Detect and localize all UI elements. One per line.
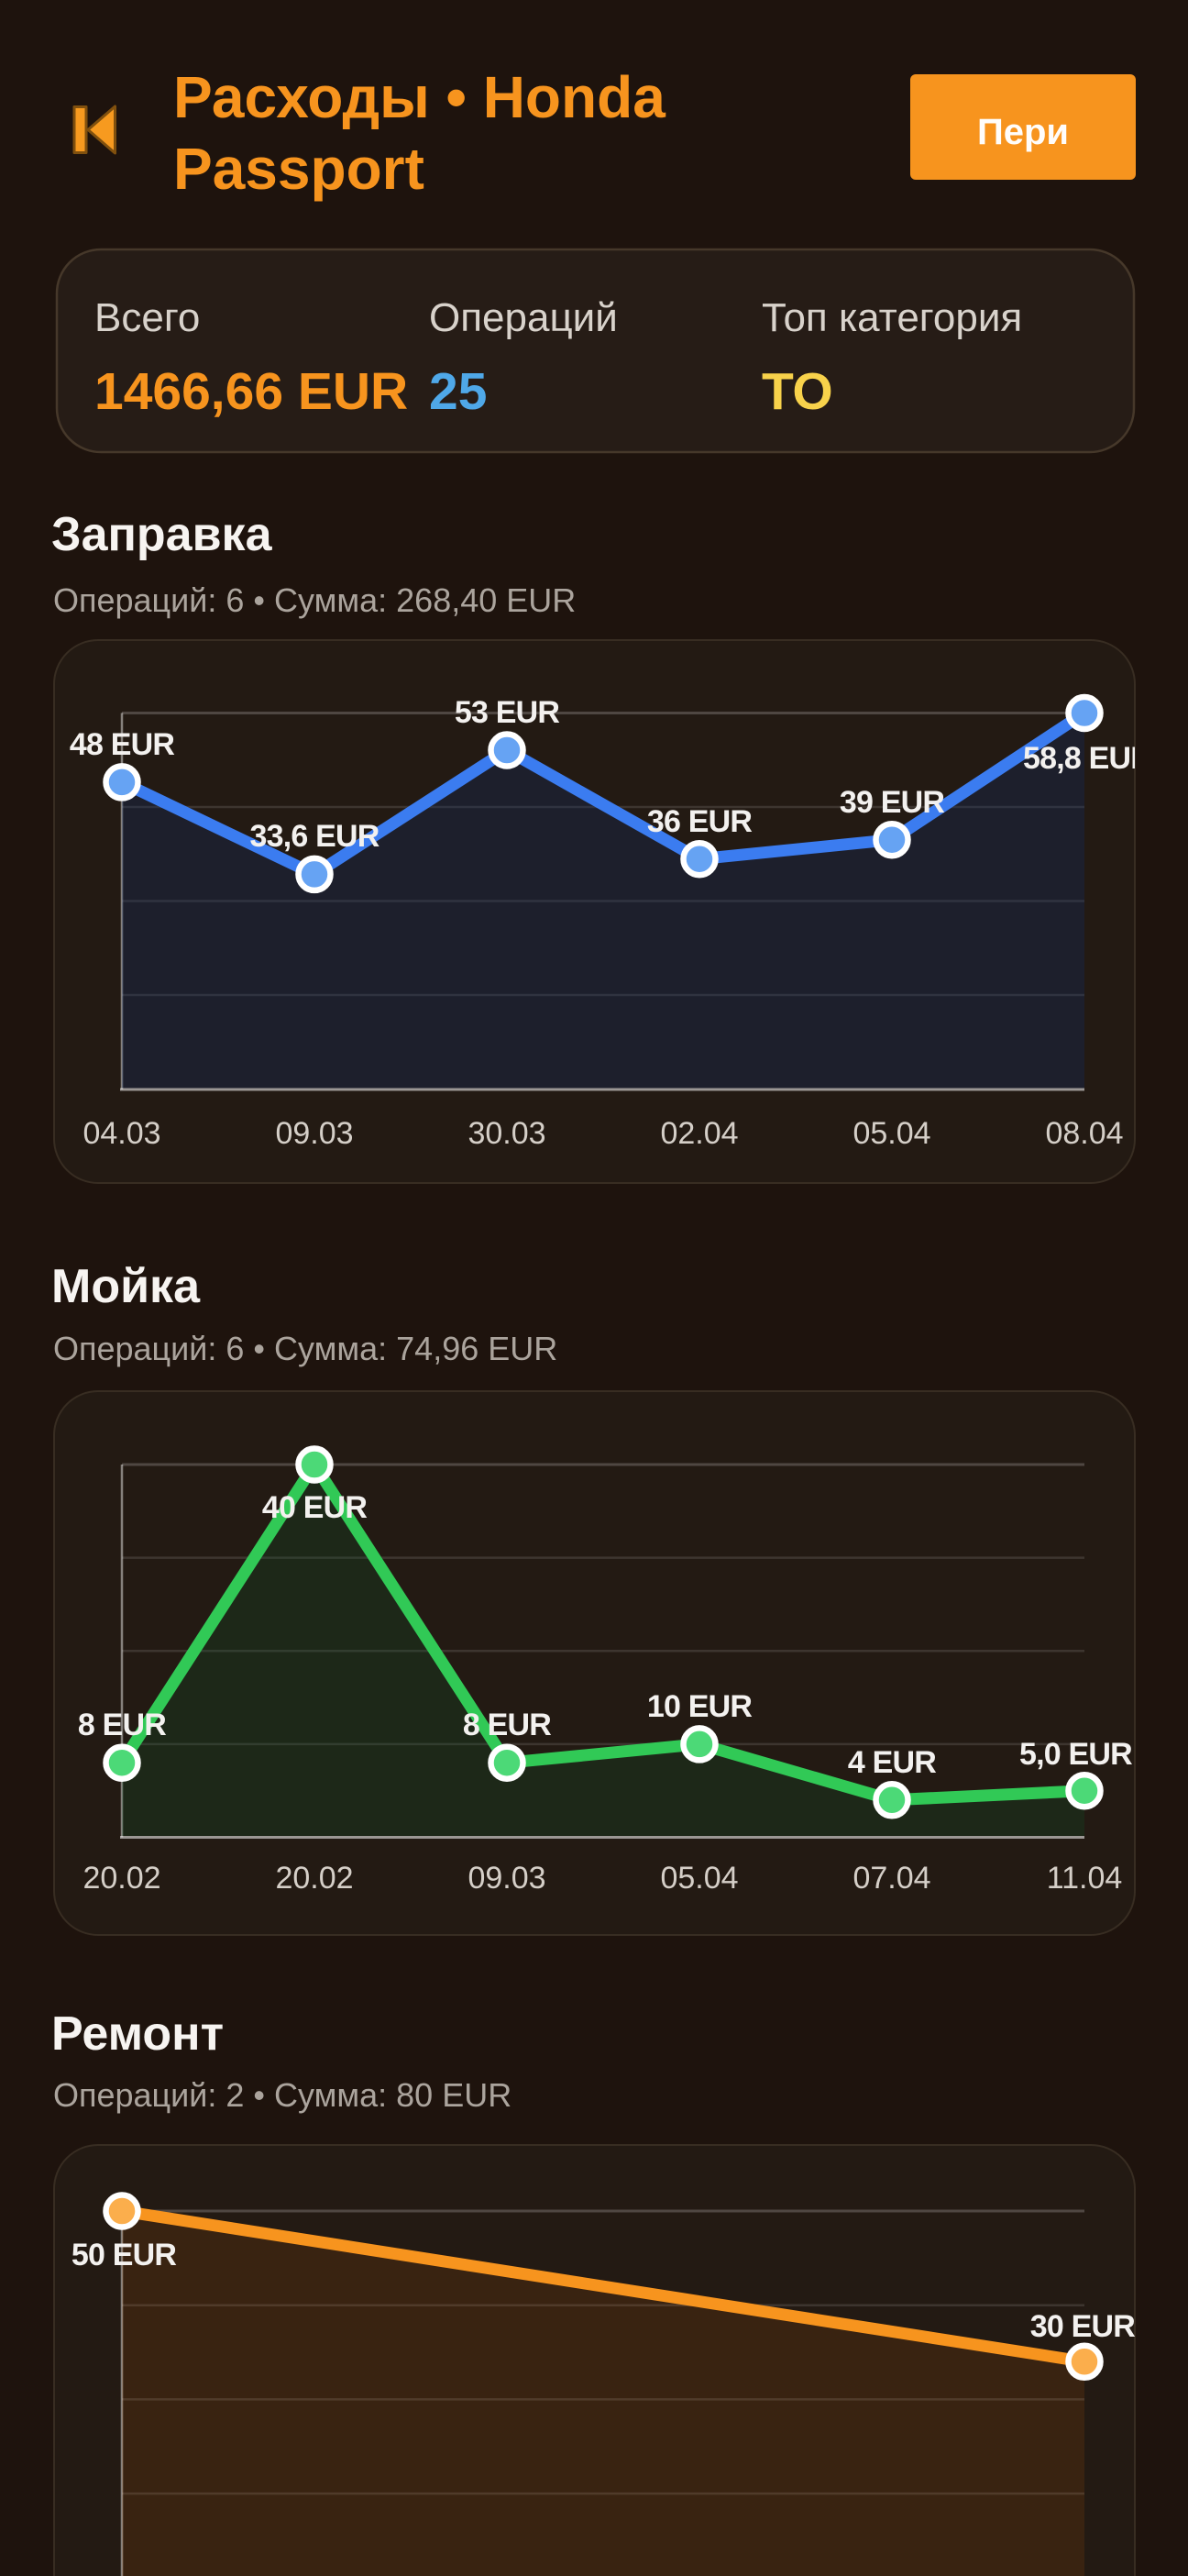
svg-text:11.04: 11.04: [1047, 1861, 1123, 1896]
svg-text:Расходы • Honda: Расходы • Honda: [173, 64, 666, 130]
svg-text:50 EUR: 50 EUR: [72, 2238, 176, 2272]
svg-text:8 EUR: 8 EUR: [463, 1708, 551, 1742]
svg-text:10 EUR: 10 EUR: [647, 1689, 752, 1724]
svg-text:05.04: 05.04: [852, 1116, 930, 1151]
svg-text:5,0 EUR: 5,0 EUR: [1019, 1737, 1132, 1772]
svg-text:25: 25: [429, 362, 487, 421]
svg-text:4 EUR: 4 EUR: [848, 1745, 936, 1780]
svg-text:Заправка: Заправка: [51, 508, 273, 561]
svg-text:Топ категория: Топ категория: [762, 295, 1022, 340]
svg-text:Всего: Всего: [94, 295, 200, 340]
svg-text:08.04: 08.04: [1045, 1116, 1123, 1151]
svg-text:58,8 EUR: 58,8 EUR: [1023, 741, 1152, 776]
svg-text:09.03: 09.03: [468, 1861, 545, 1896]
svg-text:48 EUR: 48 EUR: [70, 727, 174, 762]
svg-text:Passport: Passport: [173, 136, 424, 202]
svg-text:Операций: 6 • Сумма: 268,40 EU: Операций: 6 • Сумма: 268,40 EUR: [53, 581, 576, 619]
svg-text:09.03: 09.03: [275, 1116, 353, 1151]
svg-text:Ремонт: Ремонт: [51, 2007, 224, 2061]
svg-text:40 EUR: 40 EUR: [262, 1490, 367, 1525]
svg-text:04.03: 04.03: [82, 1116, 160, 1151]
svg-text:53 EUR: 53 EUR: [455, 695, 559, 730]
svg-text:05.04: 05.04: [660, 1861, 738, 1896]
svg-text:Мойка: Мойка: [51, 1260, 201, 1313]
svg-text:39 EUR: 39 EUR: [840, 785, 944, 820]
svg-text:Операций: 2 • Сумма: 80 EUR: Операций: 2 • Сумма: 80 EUR: [53, 2076, 512, 2114]
svg-text:20.02: 20.02: [275, 1861, 353, 1896]
svg-text:Операций: 6 • Сумма: 74,96 EUR: Операций: 6 • Сумма: 74,96 EUR: [53, 1330, 557, 1367]
svg-text:02.04: 02.04: [660, 1116, 738, 1151]
svg-text:Операций: Операций: [429, 295, 618, 340]
svg-text:Пери: Пери: [977, 112, 1069, 152]
svg-text:36 EUR: 36 EUR: [647, 804, 752, 839]
svg-text:ТО: ТО: [762, 362, 833, 421]
svg-text:20.02: 20.02: [82, 1861, 160, 1896]
svg-text:30.03: 30.03: [468, 1116, 545, 1151]
svg-text:30 EUR: 30 EUR: [1030, 2309, 1135, 2344]
svg-text:8 EUR: 8 EUR: [78, 1708, 166, 1742]
svg-text:33,6 EUR: 33,6 EUR: [249, 819, 379, 854]
svg-text:1466,66 EUR: 1466,66 EUR: [94, 362, 408, 421]
svg-text:07.04: 07.04: [852, 1861, 930, 1896]
